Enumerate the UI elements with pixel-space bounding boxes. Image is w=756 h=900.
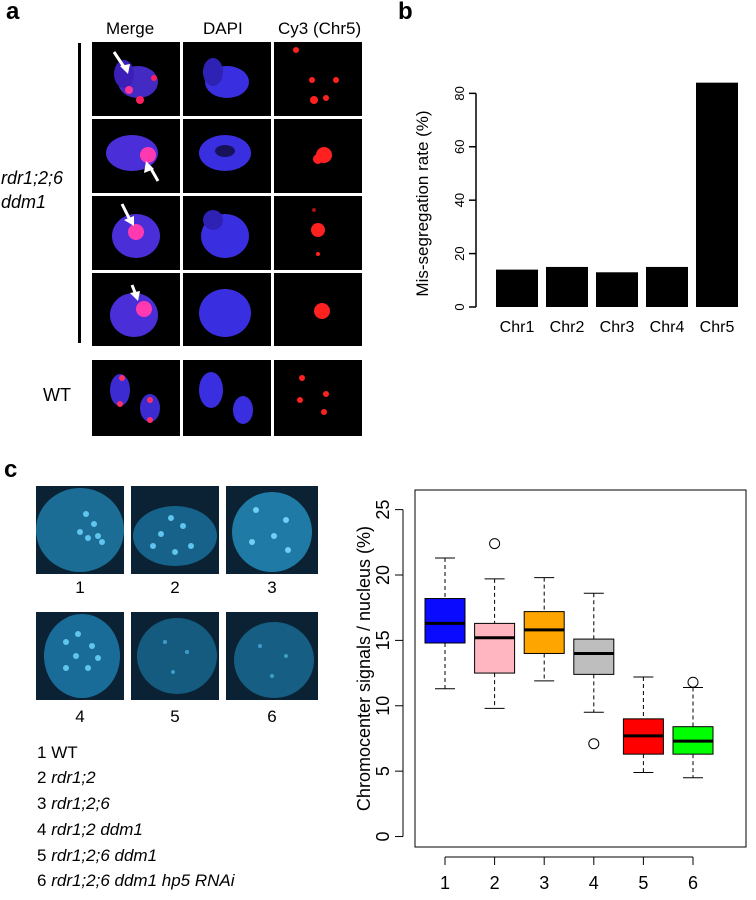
bar xyxy=(646,266,688,307)
panel-c-label: c xyxy=(4,456,18,483)
legend-number: 1 xyxy=(37,743,47,762)
y-tick-label: 20 xyxy=(373,565,393,585)
panel-a-label: a xyxy=(6,0,20,25)
bar xyxy=(546,266,588,307)
nucleus-image-2 xyxy=(131,486,219,574)
y-axis-title: Chromocenter signals / nucleus (%) xyxy=(356,526,374,811)
panel-b-label: b xyxy=(398,0,413,25)
legend-number: 3 xyxy=(37,794,47,813)
nucleus-image-3 xyxy=(226,486,318,574)
genotype-label-line1: rdr1;2;6 xyxy=(1,168,64,188)
x-category-label: Chr4 xyxy=(650,319,685,336)
cy3-image-row4 xyxy=(274,273,362,346)
nucleus-caption-5: 5 xyxy=(170,707,180,726)
box xyxy=(573,638,615,675)
merge-image-row2 xyxy=(92,119,180,193)
genotype-legend-5: 5 rdr1;2;6 ddm1 xyxy=(37,846,157,866)
genotype-legend-2: 2 rdr1;2 xyxy=(37,768,96,788)
wt-row-label: WT xyxy=(43,385,71,405)
nucleus-caption-4: 4 xyxy=(75,707,85,726)
y-tick-label: 10 xyxy=(373,696,393,716)
y-tick-label: 0 xyxy=(452,303,467,310)
nucleus-caption-1: 1 xyxy=(75,578,85,597)
nucleus-image-1 xyxy=(36,486,124,574)
legend-genotype: WT xyxy=(51,743,78,762)
x-category-label: Chr1 xyxy=(500,319,535,336)
y-tick-label: 60 xyxy=(452,140,467,154)
x-category-label: Chr3 xyxy=(600,319,635,336)
merge-image-row1 xyxy=(92,42,180,116)
cy3-image-row3 xyxy=(274,196,362,270)
wt-cy3-image xyxy=(274,360,362,436)
nucleus-image-4 xyxy=(36,612,124,700)
x-category-label: Chr2 xyxy=(550,319,585,336)
micrograph-grid xyxy=(92,42,362,346)
legend-genotype: rdr1;2;6 ddm1 hp5 RNAi xyxy=(51,871,235,890)
x-category-label: Chr5 xyxy=(700,319,735,336)
bar xyxy=(596,272,638,307)
box xyxy=(424,598,466,644)
cy3-image-row1 xyxy=(274,42,362,116)
wt-micrograph-row xyxy=(92,360,362,436)
genotype-bracket-line xyxy=(78,43,81,343)
y-tick-label: 20 xyxy=(452,246,467,260)
legend-genotype: rdr1;2 xyxy=(51,768,96,787)
merge-column-title: Merge xyxy=(106,19,155,38)
misseg-bar-chart: 0 20 40 60 80 Mis-segregation rate (%) Chr1 Chr… xyxy=(413,82,738,336)
bar xyxy=(496,269,538,307)
legend-genotype: rdr1;2;6 ddm1 xyxy=(51,846,158,865)
y-tick-label: 40 xyxy=(452,193,467,207)
outlier-point xyxy=(489,538,501,550)
legend-number: 2 xyxy=(37,768,47,787)
nucleus-caption-6: 6 xyxy=(267,707,277,726)
y-tick-label: 25 xyxy=(373,500,393,520)
legend-number: 4 xyxy=(37,820,47,839)
legend-number: 6 xyxy=(37,871,47,890)
genotype-legend-6: 6 rdr1;2;6 ddm1 hp5 RNAi xyxy=(37,871,235,891)
x-category-label: 1 xyxy=(440,873,450,893)
nucleus-image-6 xyxy=(226,612,318,700)
nucleus-image-5 xyxy=(131,612,219,700)
genotype-legend-4: 4 rdr1;2 ddm1 xyxy=(37,820,143,840)
x-category-label: 2 xyxy=(490,873,500,893)
cy3-image-row2 xyxy=(274,119,362,193)
y-tick-label: 0 xyxy=(373,832,393,842)
y-tick-label: 15 xyxy=(373,630,393,650)
dapi-image-row1 xyxy=(183,42,271,116)
y-tick-label: 5 xyxy=(373,766,393,776)
genotype-legend-1: 1 WT xyxy=(37,743,78,763)
x-category-label: 5 xyxy=(638,873,648,893)
plot-frame xyxy=(414,489,747,848)
merge-image-row3 xyxy=(92,196,180,270)
genotype-legend-3: 3 rdr1;2;6 xyxy=(37,794,110,814)
nucleus-caption-2: 2 xyxy=(170,578,180,597)
y-axis-title: Mis-segregation rate (%) xyxy=(413,110,432,296)
cy3-column-title: Cy3 (Chr5) xyxy=(278,19,362,38)
dapi-image-row3 xyxy=(183,196,271,270)
wt-dapi-image xyxy=(183,360,271,436)
x-category-label: 4 xyxy=(589,873,599,893)
genotype-label-line2: ddm1 xyxy=(1,192,47,212)
x-category-label: 6 xyxy=(688,873,698,893)
y-tick-label: 80 xyxy=(452,86,467,100)
legend-number: 5 xyxy=(37,846,47,865)
legend-genotype: rdr1;2 ddm1 xyxy=(51,820,143,839)
dapi-image-row4 xyxy=(183,273,271,346)
dapi-image-row2 xyxy=(183,119,271,193)
outlier-point xyxy=(687,676,699,688)
merge-image-row4 xyxy=(92,273,180,346)
dapi-column-title: DAPI xyxy=(203,19,243,38)
box xyxy=(523,611,565,654)
outlier-point xyxy=(588,738,600,750)
nucleus-caption-3: 3 xyxy=(267,578,277,597)
box xyxy=(474,622,516,674)
wt-merge-image xyxy=(92,360,180,436)
x-category-label: 3 xyxy=(539,873,549,893)
legend-genotype: rdr1;2;6 xyxy=(51,794,110,813)
bar xyxy=(696,82,738,307)
